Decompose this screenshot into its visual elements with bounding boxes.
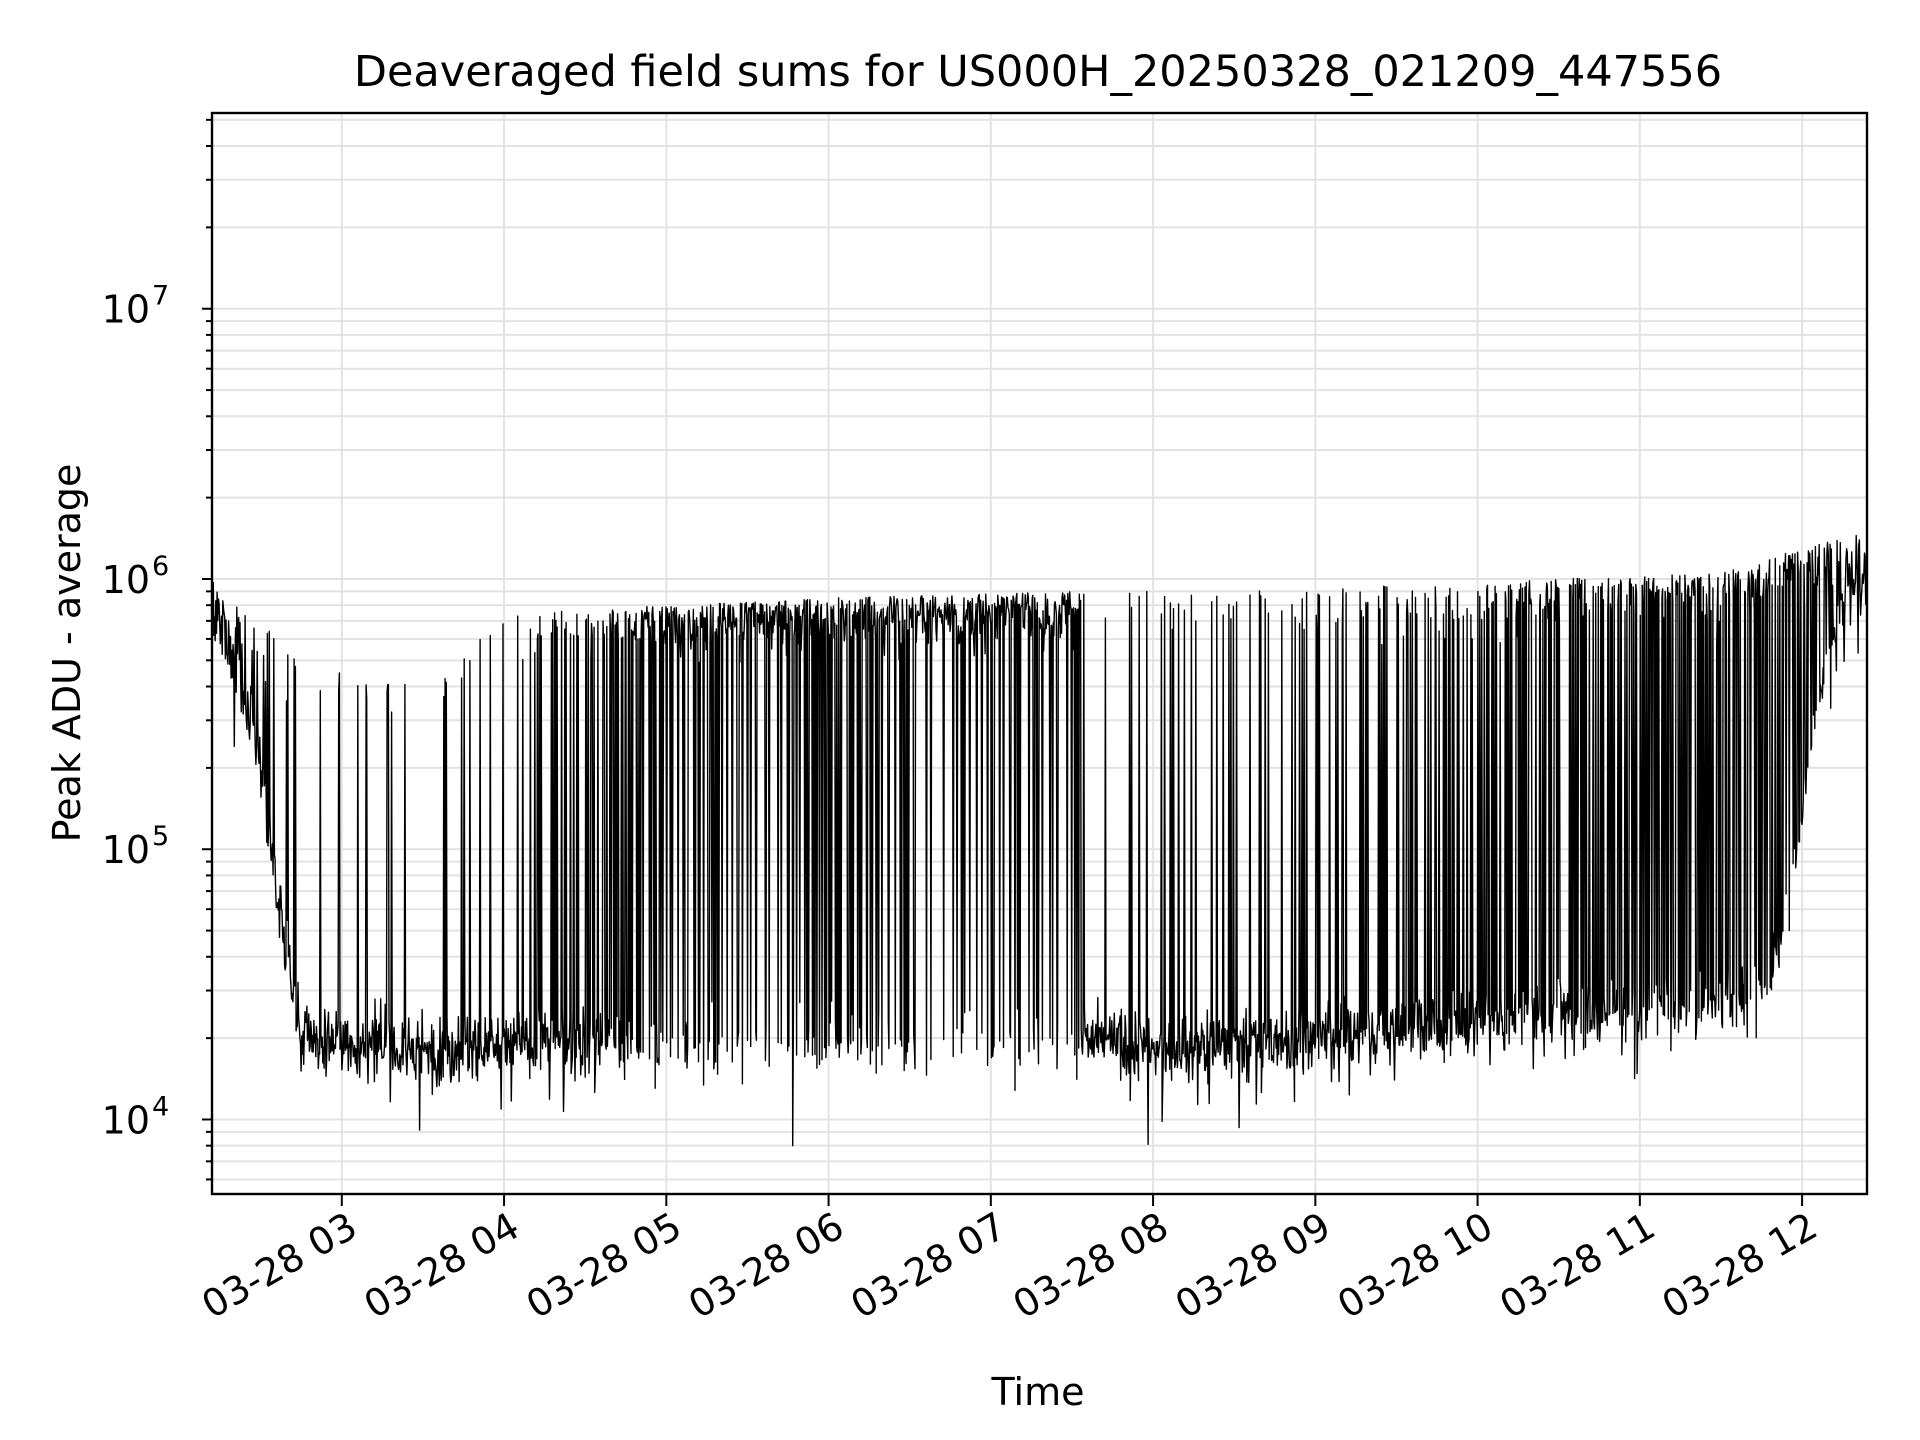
y-tick-label: 10 xyxy=(102,558,150,602)
series-layer xyxy=(212,534,1867,1147)
y-tick-exponent: 6 xyxy=(152,551,169,582)
grid xyxy=(212,113,1867,1194)
y-tick-label: 10 xyxy=(102,1098,150,1142)
y-tick-exponent: 7 xyxy=(152,281,169,312)
y-tick-label: 10 xyxy=(102,828,150,872)
y-tick-label: 10 xyxy=(102,288,150,332)
chart-title: Deaveraged field sums for US000H_2025032… xyxy=(354,47,1722,97)
y-tick-exponent: 5 xyxy=(152,821,169,852)
x-axis-label: Time xyxy=(991,1370,1085,1414)
y-axis-label: Peak ADU - average xyxy=(45,464,89,843)
plot-frame xyxy=(210,111,1869,1196)
y-tick-exponent: 4 xyxy=(152,1091,169,1122)
series-line xyxy=(212,534,1867,1147)
